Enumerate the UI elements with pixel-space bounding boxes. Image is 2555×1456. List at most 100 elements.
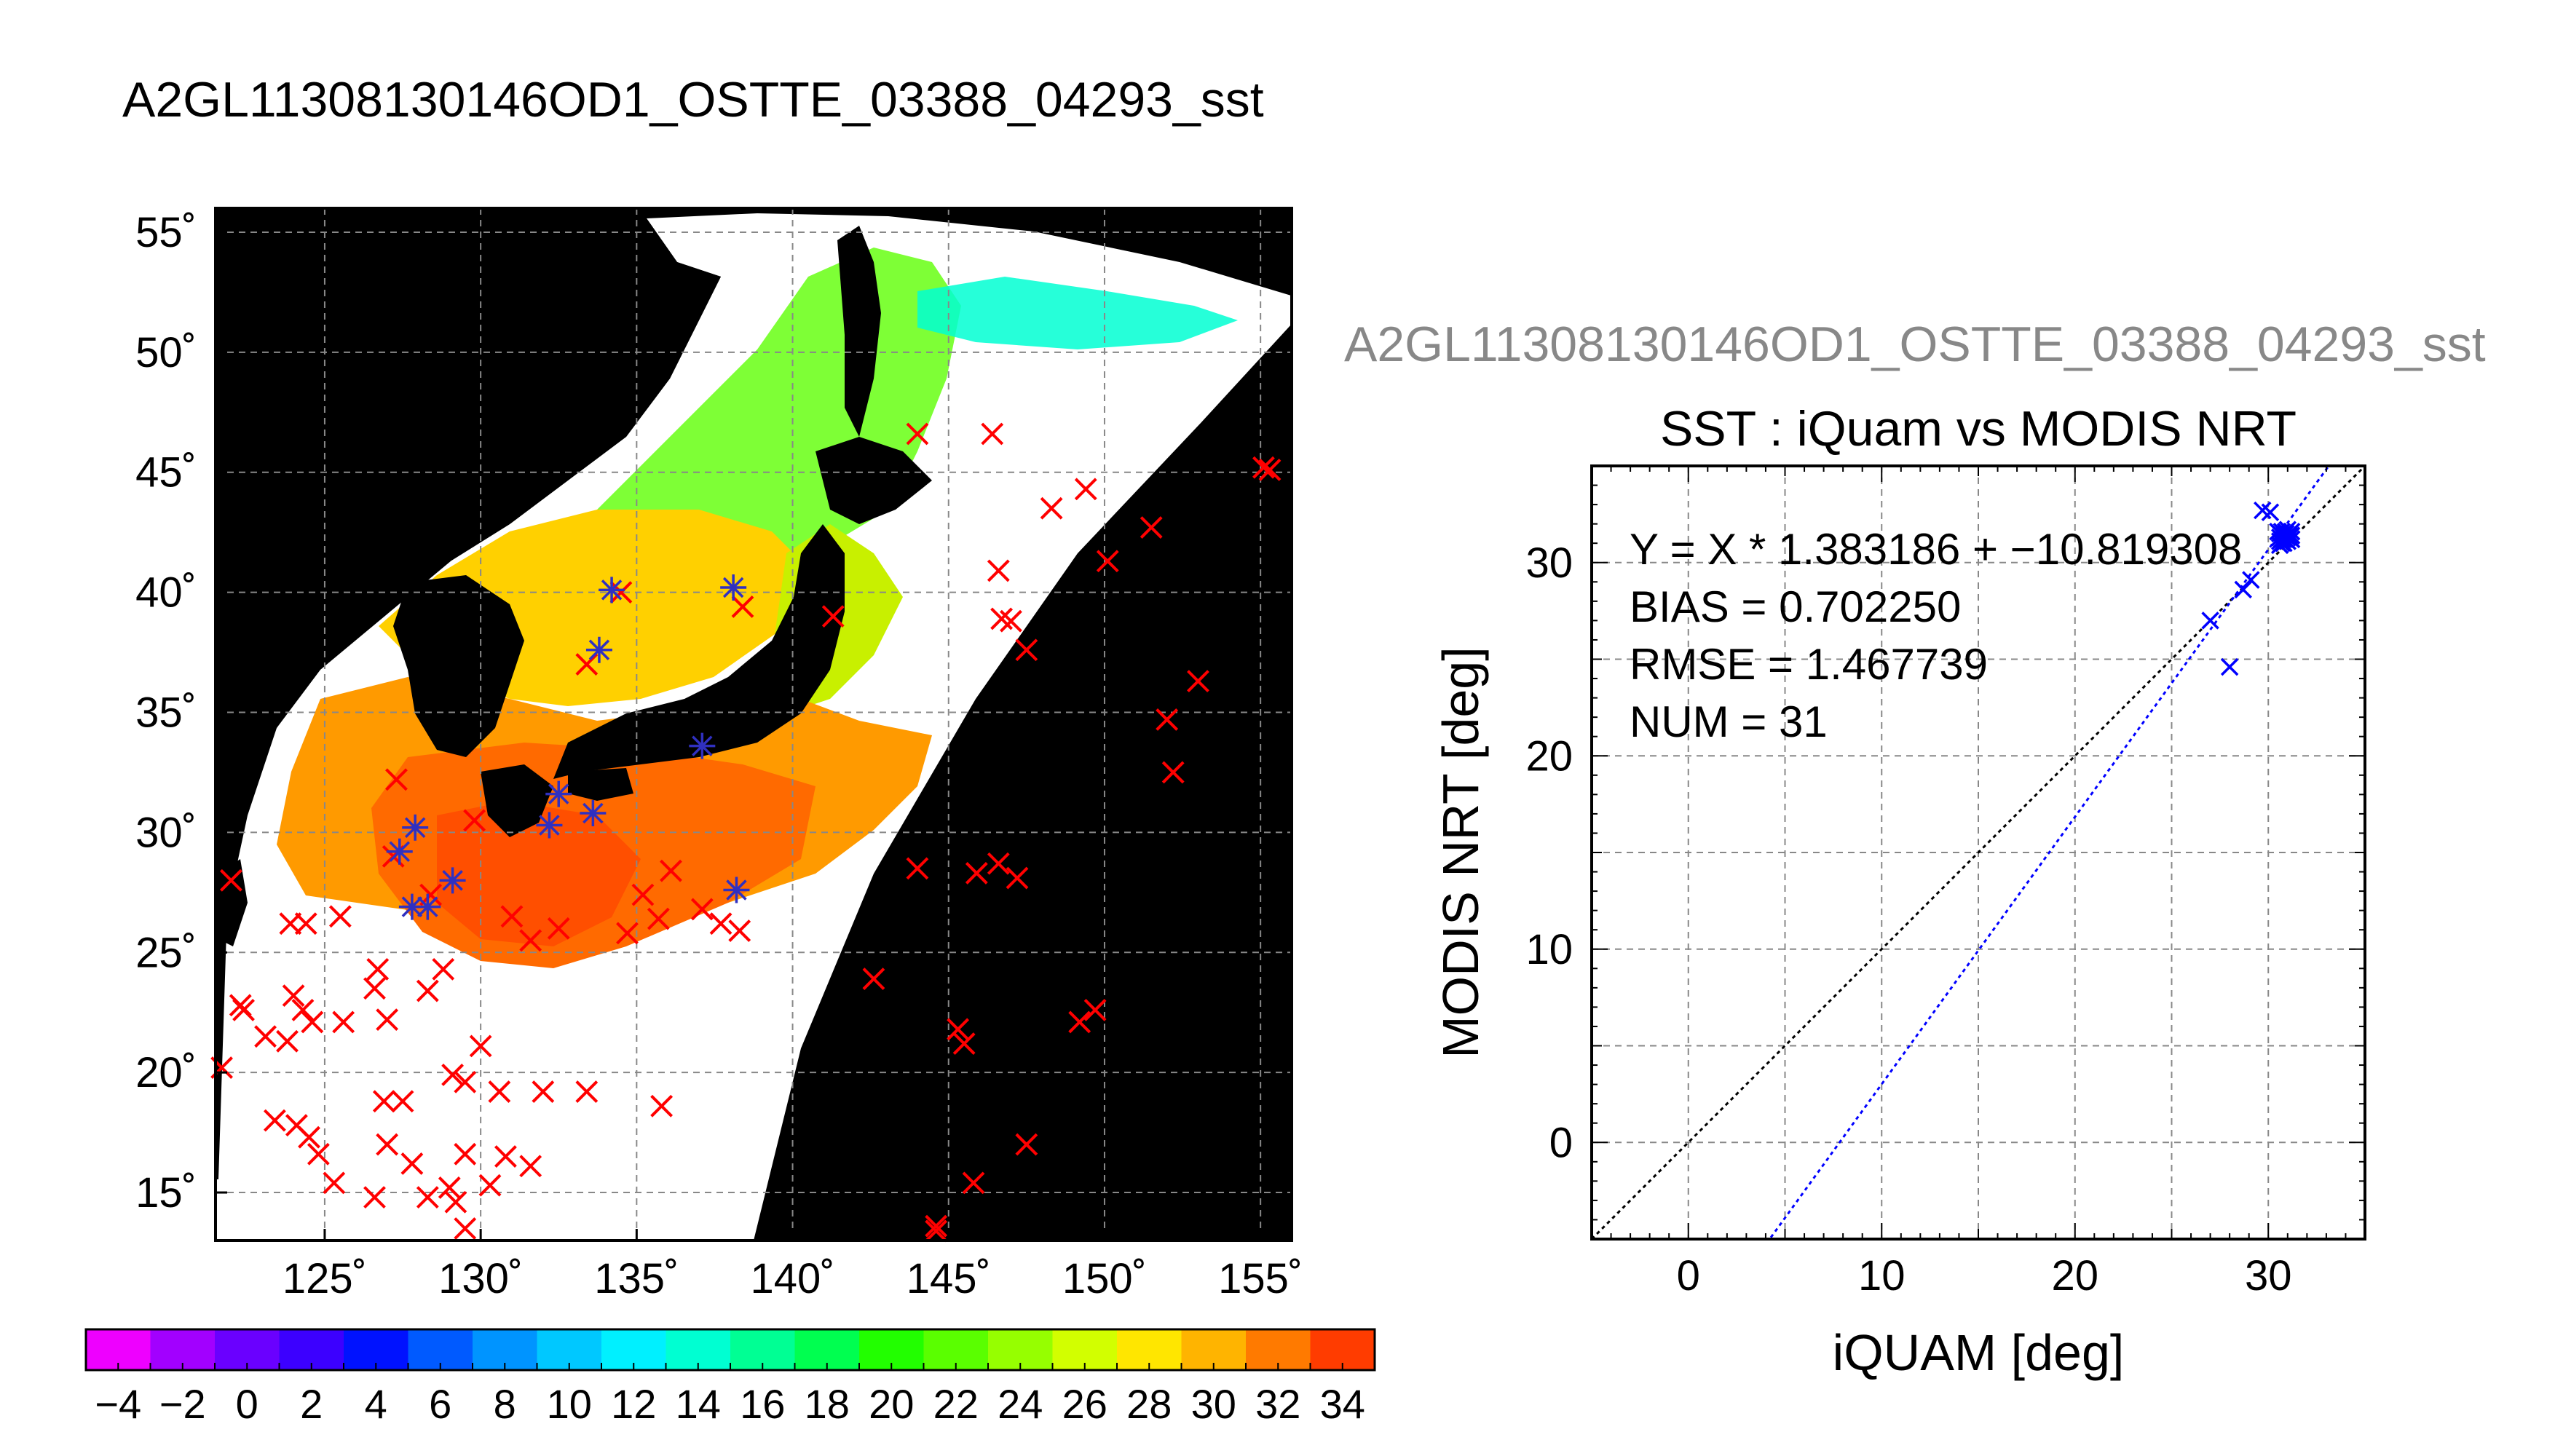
red-marker	[987, 559, 1010, 582]
red-marker	[1006, 866, 1029, 890]
red-marker	[616, 922, 639, 945]
blue-marker	[545, 780, 572, 807]
colorbar-tick-label: 34	[1320, 1381, 1365, 1427]
red-marker	[332, 1010, 355, 1034]
red-marker	[547, 917, 570, 940]
scatter-lines	[1592, 466, 2365, 1239]
red-marker	[494, 1145, 517, 1168]
land-hokkaido	[816, 437, 932, 524]
red-marker	[1252, 456, 1275, 479]
red-marker	[575, 653, 599, 676]
map-lat-tick-label: 35˚	[135, 689, 197, 737]
red-marker	[454, 1142, 477, 1166]
colorbar-tick-label: 24	[998, 1381, 1043, 1427]
colorbar-tick-label: 16	[740, 1381, 785, 1427]
colorbar-tick-label: 32	[1255, 1381, 1300, 1427]
scatter-y-tick-label: 30	[1525, 539, 1573, 587]
scatter-x-tick-label: 30	[2245, 1252, 2292, 1299]
scatter-annotation: BIAS = 0.702250	[1630, 582, 1961, 631]
red-marker	[906, 857, 929, 880]
red-marker	[301, 1010, 324, 1034]
red-marker	[385, 768, 408, 791]
red-marker	[391, 1090, 414, 1113]
scatter-x-tick-label: 10	[1858, 1252, 1906, 1299]
scatter-title: SST : iQuam vs MODIS NRT	[1660, 401, 2297, 456]
red-marker	[1040, 496, 1063, 520]
red-marker	[220, 869, 242, 892]
scatter-point	[2201, 612, 2219, 630]
red-marker	[647, 907, 670, 930]
map-lat-tick-label: 25˚	[135, 929, 197, 976]
scatter-point	[2261, 503, 2280, 521]
red-marker	[1156, 708, 1179, 731]
scatter-point	[2220, 657, 2239, 676]
red-marker	[416, 979, 439, 1002]
red-marker	[254, 1025, 277, 1048]
map-markers	[210, 422, 1282, 1243]
red-marker	[947, 1018, 970, 1041]
red-marker	[469, 1034, 492, 1058]
red-marker	[376, 1008, 399, 1032]
red-marker	[660, 859, 682, 882]
red-marker	[1096, 550, 1119, 573]
scatter-y-tick-label: 10	[1525, 926, 1573, 973]
scatter-y-tick-label: 0	[1549, 1119, 1573, 1166]
red-marker	[906, 422, 929, 446]
red-marker	[323, 1171, 346, 1195]
colorbar-tick-label: 12	[611, 1381, 656, 1427]
map-lat-tick-label: 15˚	[135, 1169, 197, 1216]
scatter-x-tick-label: 20	[2051, 1252, 2098, 1299]
red-marker	[1140, 516, 1163, 539]
scatter-grid	[1592, 466, 2365, 1239]
land-masses	[216, 218, 932, 946]
red-marker	[372, 1090, 395, 1113]
land-asia-mainland	[216, 218, 721, 772]
red-marker	[291, 999, 315, 1021]
red-marker	[438, 1176, 461, 1199]
red-marker	[1000, 609, 1022, 633]
scatter-point	[2234, 580, 2252, 599]
colorbar-tick-label: −4	[95, 1381, 141, 1427]
red-marker	[1074, 478, 1097, 501]
identity-line	[1592, 466, 2365, 1239]
scatter-annotation: RMSE = 1.467739	[1630, 640, 1988, 689]
red-marker	[454, 1217, 477, 1240]
colorbar-tick-label: −2	[159, 1381, 206, 1427]
fit-line	[1768, 466, 2331, 1239]
scatter-point	[2242, 571, 2260, 589]
red-marker	[1015, 638, 1038, 662]
red-marker	[962, 1171, 985, 1195]
scatter-annotation: NUM = 31	[1630, 697, 1828, 746]
scatter-xlabel: iQUAM [deg]	[1833, 1324, 2125, 1381]
red-marker	[981, 422, 1004, 446]
blue-marker	[402, 814, 429, 841]
map-lat-tick-label: 50˚	[135, 329, 197, 376]
red-marker	[728, 919, 751, 943]
red-marker	[488, 1080, 511, 1103]
red-marker	[376, 1133, 399, 1156]
map-lon-tick-label: 135˚	[594, 1255, 679, 1302]
red-marker	[263, 1109, 286, 1132]
red-marker	[478, 1174, 502, 1197]
scatter-ylabel: MODIS NRT [deg]	[1432, 646, 1489, 1058]
red-marker	[965, 862, 988, 885]
sst-scatter: A2GL11308130146OD1_OSTTE_03388_04293_sst…	[1344, 317, 2486, 1381]
map-lat-tick-label: 20˚	[135, 1049, 197, 1096]
red-marker	[987, 852, 1010, 875]
red-marker	[731, 595, 754, 618]
map-lon-tick-label: 150˚	[1062, 1255, 1147, 1302]
land-shikoku	[568, 768, 633, 801]
red-marker	[925, 1219, 948, 1243]
red-marker	[609, 581, 633, 604]
red-marker	[307, 1142, 330, 1166]
blue-marker	[580, 800, 607, 827]
blue-marker	[398, 893, 425, 920]
colorbar-tick-label: 18	[805, 1381, 850, 1427]
land-kyushu	[481, 764, 553, 837]
sst-region-red	[437, 801, 641, 946]
red-marker	[276, 1029, 299, 1053]
land-taiwan	[218, 859, 248, 946]
red-marker	[441, 1064, 465, 1086]
page-title: A2GL11308130146OD1_OSTTE_03388_04293_sst	[122, 72, 1264, 127]
